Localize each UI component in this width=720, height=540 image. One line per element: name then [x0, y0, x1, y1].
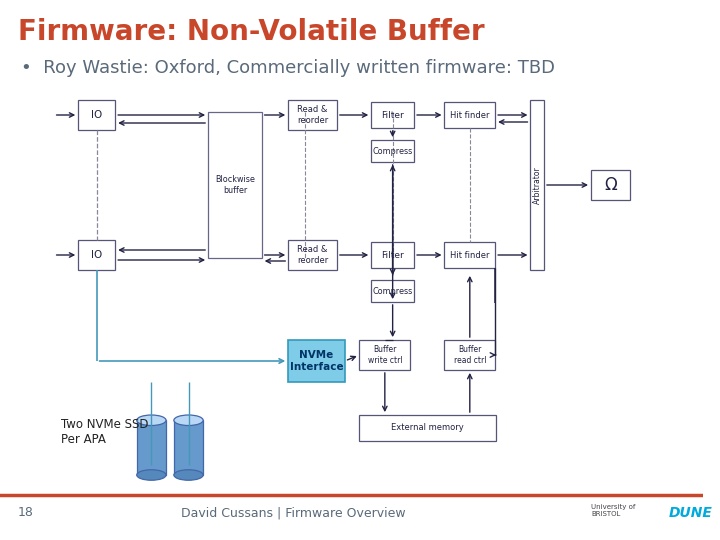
Bar: [359, 340, 410, 370]
Text: IO: IO: [91, 250, 102, 260]
Text: Blockwise
buffer: Blockwise buffer: [215, 176, 255, 195]
Text: Read &
reorder: Read & reorder: [297, 245, 328, 265]
Text: Compress: Compress: [372, 287, 413, 295]
Bar: [371, 140, 414, 162]
Bar: [288, 100, 337, 130]
Text: Read &
reorder: Read & reorder: [297, 105, 328, 125]
Text: Filter: Filter: [382, 251, 404, 260]
Text: David Cussans | Firmware Overview: David Cussans | Firmware Overview: [181, 507, 405, 519]
Bar: [78, 100, 115, 130]
Text: Hit finder: Hit finder: [450, 111, 490, 119]
Bar: [371, 280, 414, 302]
Text: Hit finder: Hit finder: [450, 251, 490, 260]
Text: Compress: Compress: [372, 146, 413, 156]
Text: Ω: Ω: [604, 176, 617, 194]
Text: NVMe
Interface: NVMe Interface: [289, 350, 343, 372]
Ellipse shape: [137, 470, 166, 480]
Ellipse shape: [137, 415, 166, 426]
Bar: [591, 170, 630, 200]
Bar: [288, 240, 337, 270]
Bar: [444, 340, 495, 370]
Text: Firmware: Non-Volatile Buffer: Firmware: Non-Volatile Buffer: [17, 18, 485, 46]
Text: Arbitrator: Arbitrator: [533, 166, 541, 204]
Text: Two NVMe SSD
Per APA: Two NVMe SSD Per APA: [60, 418, 148, 446]
Bar: [137, 420, 166, 475]
Bar: [444, 242, 495, 268]
Text: Buffer
read ctrl: Buffer read ctrl: [454, 345, 486, 364]
Bar: [288, 340, 345, 382]
Text: External memory: External memory: [392, 423, 464, 433]
Bar: [359, 415, 496, 441]
Text: 18: 18: [17, 507, 33, 519]
Bar: [531, 100, 544, 270]
Text: IO: IO: [91, 110, 102, 120]
Bar: [444, 102, 495, 128]
Text: Buffer
write ctrl: Buffer write ctrl: [367, 345, 402, 364]
Text: •  Roy Wastie: Oxford, Commercially written firmware: TBD: • Roy Wastie: Oxford, Commercially writt…: [22, 59, 556, 77]
Ellipse shape: [174, 415, 203, 426]
Bar: [208, 112, 262, 258]
Bar: [174, 420, 203, 475]
Ellipse shape: [174, 470, 203, 480]
Text: DUNE: DUNE: [669, 506, 713, 520]
Text: University of
BRISTOL: University of BRISTOL: [591, 503, 635, 516]
Text: Filter: Filter: [382, 111, 404, 119]
Bar: [78, 240, 115, 270]
Bar: [371, 102, 414, 128]
Bar: [371, 242, 414, 268]
